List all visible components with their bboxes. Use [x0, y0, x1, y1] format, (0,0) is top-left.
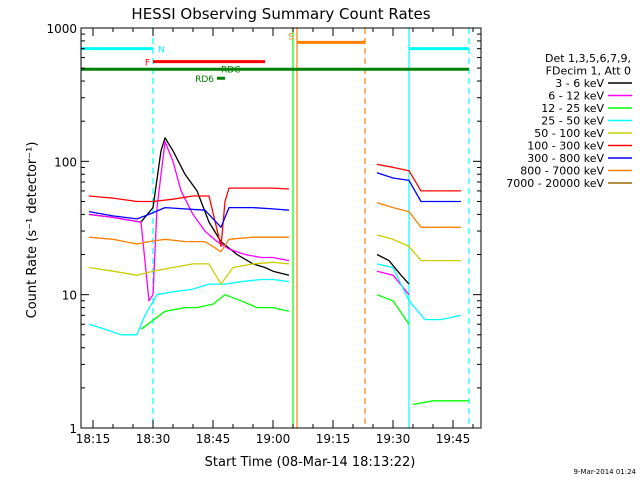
y-tick-label-1: 10: [62, 289, 77, 303]
series-800-7000-kev-line-0: [88, 236, 289, 253]
plot-frame: [80, 27, 482, 429]
legend-entry-300-800-kev-label: 300 - 800 keV: [527, 152, 604, 165]
y-tick-label-3: 1000: [46, 22, 77, 36]
series-12-25-kev-line-0: [140, 294, 290, 330]
series-6-12-kev-line-0: [88, 141, 290, 302]
y-tick-label-0: 1: [69, 422, 77, 436]
legend-entry-100-300-kev-label: 100 - 300 keV: [527, 140, 604, 153]
series-25-50-kev-line-0: [88, 278, 290, 336]
legend-entry-800-7000-kev-label: 800 - 7000 keV: [520, 165, 604, 178]
series-800-7000-kev-line-1: [376, 201, 461, 228]
state-label-f: F: [145, 59, 150, 69]
series-12-25-kev-line-1: [376, 294, 410, 325]
series-50-100-kev-line-1: [376, 234, 461, 262]
legend-entry-25-50-kev-label: 25 - 50 keV: [541, 115, 604, 128]
state-label-rdc: RDC: [221, 65, 240, 75]
x-tick-label-6: 19:45: [436, 432, 471, 446]
state-label-n: N: [158, 46, 165, 56]
y-axis-label: Count Rate (s⁻¹ detector⁻¹): [25, 142, 40, 319]
legend-entry-50-100-kev-label: 50 - 100 keV: [534, 127, 604, 140]
legend: Det 1,3,5,6,7,9,FDecim 1, Att 03 - 6 keV…: [506, 52, 632, 190]
state-label-rd6: RD6: [195, 75, 214, 85]
x-tick-label-5: 19:30: [376, 432, 411, 446]
series-25-50-kev-line-1: [376, 263, 462, 321]
x-tick-label-2: 18:45: [196, 432, 231, 446]
legend-entry-12-25-kev-label: 12 - 25 keV: [541, 102, 604, 115]
footer-timestamp: 9-Mar-2014 01:24: [574, 468, 637, 476]
y-tick-label-2: 100: [54, 155, 77, 169]
legend-title-0: Det 1,3,5,6,7,9,: [545, 52, 631, 65]
series-100-300-kev-line-1: [376, 163, 461, 192]
legend-title-1: FDecim 1, Att 0: [546, 65, 631, 78]
legend-entry-6-12-kev-label: 6 - 12 keV: [548, 90, 604, 103]
legend-entry-7000-20000-kev-label: 7000 - 20000 keV: [506, 177, 604, 190]
x-tick-label-0: 18:15: [76, 432, 111, 446]
legend-entry-3-6-kev-label: 3 - 6 keV: [555, 77, 604, 90]
plot-area: NF S RDC RD6: [81, 28, 470, 428]
x-axis-label: Start Time (08-Mar-14 18:13:22): [205, 455, 416, 470]
series-300-800-kev-line-0: [88, 206, 290, 228]
chart-title: HESSI Observing Summary Count Rates: [131, 5, 430, 23]
series-3-6-kev-line-1: [376, 253, 410, 285]
series-12-25-kev-line-2: [412, 400, 469, 406]
axes: 18:15 18:30 18:45 19:00 19:15 19:30 19:45 1 10 10…: [46, 22, 481, 446]
series-300-800-kev-line-1: [376, 172, 461, 203]
series-50-100-kev-line-0: [88, 261, 290, 285]
x-tick-label-3: 19:00: [256, 432, 291, 446]
x-tick-label-4: 19:15: [316, 432, 351, 446]
series-100-300-kev-line-0: [88, 187, 290, 248]
state-label-s: S: [288, 32, 294, 42]
x-tick-label-1: 18:30: [136, 432, 171, 446]
